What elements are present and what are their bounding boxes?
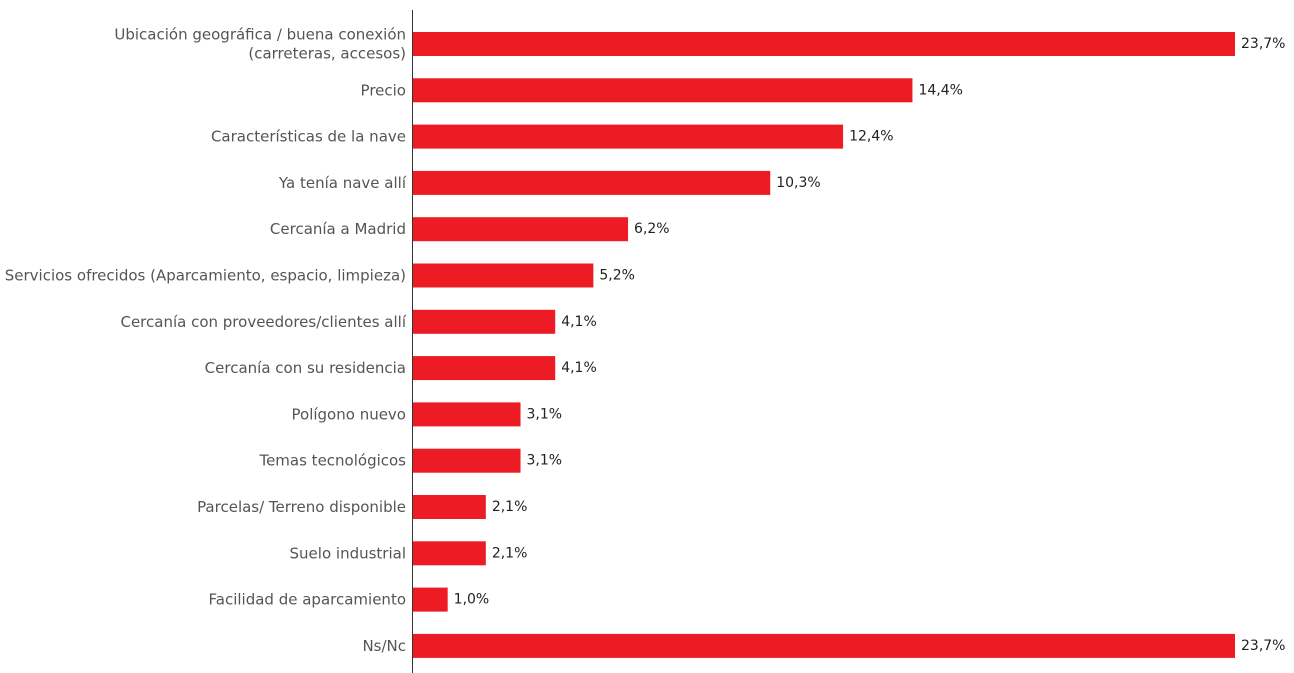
value-label-0: 23,7% [1241, 36, 1285, 52]
category-label-8: Polígono nuevo [292, 405, 406, 423]
value-label-8: 3,1% [527, 406, 563, 422]
bar-4 [413, 217, 629, 242]
bar-6 [413, 309, 556, 334]
category-label-4: Cercanía a Madrid [270, 220, 406, 238]
category-label-7: Cercanía con su residencia [205, 359, 406, 377]
bar-0 [413, 32, 1235, 56]
bar-8 [413, 402, 521, 427]
bar-13 [413, 633, 1235, 658]
category-label-12: Facilidad de aparcamiento [209, 591, 406, 609]
category-label-2: Características de la nave [211, 128, 406, 146]
category-label-13: Ns/Nc [362, 637, 406, 655]
category-label-10: Parcelas/ Terreno disponible [197, 498, 406, 516]
bar-10 [413, 495, 486, 519]
value-label-13: 23,7% [1241, 638, 1285, 654]
category-label-1: Precio [361, 81, 406, 99]
value-label-9: 3,1% [527, 453, 563, 469]
bar-11 [413, 541, 486, 566]
category-label-9: Temas tecnológicos [258, 452, 406, 470]
category-label-3: Ya tenía nave allí [278, 174, 407, 192]
value-label-3: 10,3% [776, 175, 820, 191]
value-label-10: 2,1% [492, 499, 528, 515]
value-labels-layer: 23,7% 14,4% 12,4% 10,3% 6,2% 5,2% 4,1% 4,1% 3,1%… [454, 36, 1286, 654]
category-label-6: Cercanía con proveedores/clientes allí [120, 313, 406, 331]
value-label-6: 4,1% [561, 314, 597, 330]
value-label-4: 6,2% [634, 221, 670, 237]
bar-3 [413, 170, 771, 195]
value-label-1: 14,4% [918, 82, 962, 98]
bar-9 [413, 448, 521, 473]
bar-7 [413, 356, 556, 381]
value-label-7: 4,1% [561, 360, 597, 376]
bar-12 [413, 587, 448, 612]
bar-5 [413, 263, 594, 288]
value-label-2: 12,4% [849, 129, 893, 145]
value-label-5: 5,2% [599, 268, 635, 284]
category-label-0-line-1: (carreteras, accesos) [248, 45, 406, 63]
category-label-11: Suelo industrial [290, 544, 406, 562]
bar-2 [413, 124, 844, 149]
bars-layer [413, 32, 1235, 658]
bar-1 [413, 78, 913, 103]
category-label-5: Servicios ofrecidos (Aparcamiento, espac… [5, 267, 406, 285]
value-label-12: 1,0% [454, 592, 490, 608]
category-label-0-line-0: Ubicación geográfica / buena conexión [114, 26, 406, 44]
category-labels-layer: Ubicación geográfica / buena conexión(ca… [5, 26, 407, 655]
value-label-11: 2,1% [492, 545, 528, 561]
